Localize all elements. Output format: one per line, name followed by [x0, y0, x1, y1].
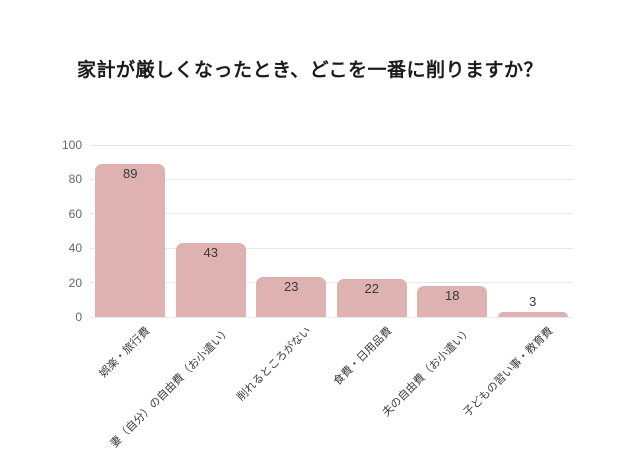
bar-value-label: 3: [529, 293, 537, 309]
bar: [336, 279, 407, 317]
y-axis-tick-label: 0: [75, 310, 82, 324]
bar: [95, 163, 166, 317]
x-axis-label: 削れるところがない: [235, 325, 314, 404]
gridline: [90, 178, 573, 180]
x-axis-label: 子どもの習い事・教育費: [461, 325, 556, 420]
y-axis-tick-label: 100: [61, 138, 82, 152]
gridline: [90, 316, 573, 318]
chart-title: 家計が厳しくなったとき、どこを一番に削りますか？: [76, 60, 544, 81]
x-axis-label: 娯楽・旅行費: [97, 325, 153, 381]
y-axis-tick-label: 20: [68, 275, 82, 290]
bar: [497, 311, 568, 317]
bar: [417, 286, 488, 317]
bar-value-label: 89: [123, 165, 138, 181]
y-axis-tick-label: 40: [68, 241, 82, 256]
bar-value-label: 43: [203, 245, 218, 261]
gridline: [90, 247, 573, 249]
x-axis-label: 食費・日用品費: [331, 325, 395, 388]
gridline: [90, 282, 573, 284]
bar-value-label: 23: [284, 279, 299, 295]
bar: [256, 277, 327, 317]
gridline: [90, 144, 573, 146]
bar-value-label: 18: [445, 288, 460, 304]
y-axis-tick-label: 60: [68, 206, 82, 221]
y-axis-tick-label: 80: [68, 172, 82, 187]
x-axis-label: 夫の自由費（お小遣い）: [380, 325, 475, 420]
plot-area: 0 20 40 60 80 100 89 娯楽・旅行費 43 妻（自分）の自由費（お小遣い） 23 削…: [62, 139, 573, 450]
bar: [175, 243, 246, 317]
gridline: [90, 213, 573, 215]
bar-value-label: 22: [364, 281, 379, 297]
